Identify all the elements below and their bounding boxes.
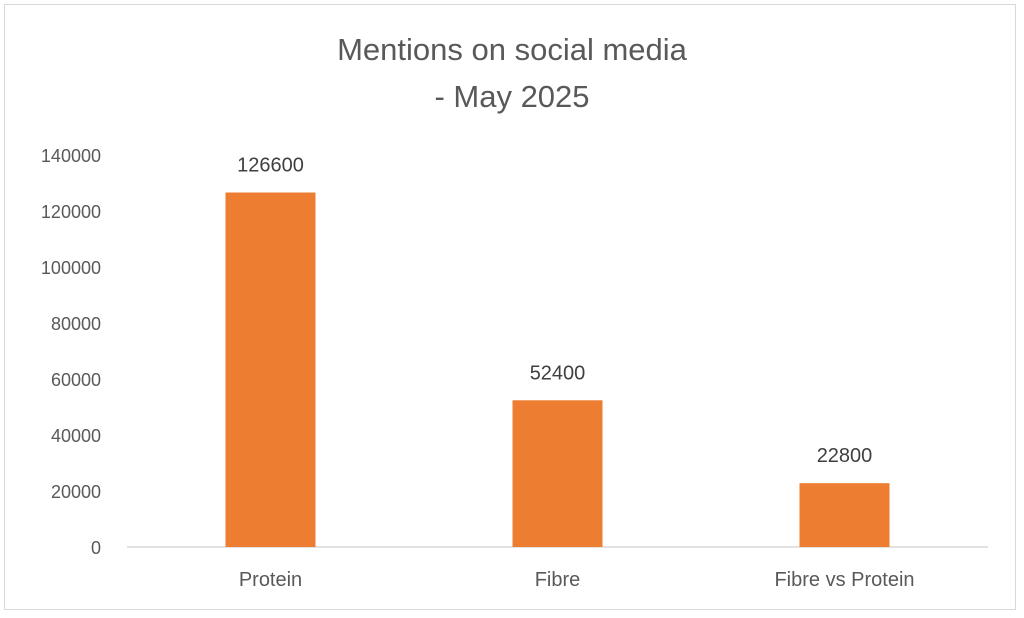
- y-tick-label: 100000: [41, 258, 101, 278]
- bar: [799, 483, 890, 547]
- chart-title: Mentions on social media: [337, 32, 687, 67]
- y-axis-ticks: 0 20000 40000 60000 80000 100000 120000 140000: [41, 146, 101, 558]
- y-tick-label: 20000: [51, 482, 101, 502]
- x-tick-label: Fibre vs Protein: [774, 569, 914, 591]
- bar: [512, 400, 603, 547]
- x-tick-label: Protein: [239, 569, 302, 591]
- y-tick-label: 60000: [51, 370, 101, 390]
- y-tick-label: 80000: [51, 314, 101, 334]
- bar: [225, 192, 316, 547]
- y-tick-label: 120000: [41, 202, 101, 222]
- data-label: 22800: [817, 445, 873, 467]
- x-tick-label: Fibre: [535, 569, 581, 591]
- data-label: 126600: [237, 155, 304, 177]
- x-axis-ticks: Protein Fibre Fibre vs Protein: [239, 569, 915, 591]
- y-tick-label: 0: [91, 538, 101, 558]
- chart-subtitle: - May 2025: [434, 79, 590, 114]
- y-tick-label: 40000: [51, 426, 101, 446]
- bars: [225, 192, 890, 547]
- data-labels: 126600 52400 22800: [237, 155, 872, 468]
- data-label: 52400: [530, 362, 586, 384]
- y-tick-label: 140000: [41, 146, 101, 166]
